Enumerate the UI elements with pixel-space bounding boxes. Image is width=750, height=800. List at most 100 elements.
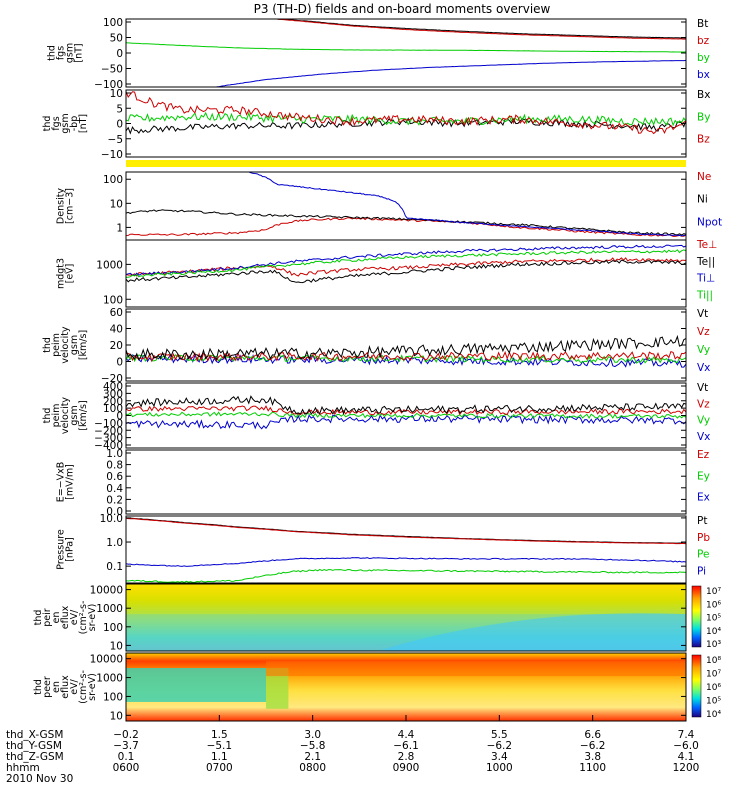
x-date-label: 2010 Nov 30 [6,773,73,785]
panel-density: 100 10 1 Density[cm−3] Ne Ni Npot [56,171,722,241]
y-tick-label: −200 [94,425,123,437]
y-tick-label: 0.6 [106,471,123,483]
colorbar-tick-label: 10⁷ [706,670,721,680]
legend-Ez: Ez [697,449,710,461]
y-axis-label: velocity [60,326,71,364]
x-row-value: 4.4 [398,729,415,741]
y-tick-label: −300 [94,433,123,445]
colorbar-tick-label: 10⁵ [706,614,721,624]
x-row-value: 3.8 [584,751,601,763]
legend-Pb: Pb [697,532,710,544]
series-line-Pi [126,557,686,567]
y-tick-label: −20 [101,373,123,385]
y-tick-label: 10 [110,710,123,722]
series-line-Te⊥ [126,257,686,277]
series-line-Bt [277,19,686,39]
colorbar-tick-label: 10⁶ [706,600,721,610]
x-row-label: thd_Z-GSM [6,751,64,763]
colorbar-tick-label: 10⁶ [706,683,721,693]
y-axis-label: eV/ [69,678,80,694]
y-axis-label: peim [51,333,62,357]
legend-Bt: Bt [697,18,708,30]
legend-Vt: Vt [697,308,708,320]
legend-Vz: Vz [697,398,710,410]
y-axis-label: [nT] [74,43,85,62]
panel-frame [125,171,687,241]
y-tick-label: 10 [110,640,123,652]
y-axis-label: gsm [69,405,80,425]
series-line-Vz [126,350,686,363]
y-axis-label: [mV/m] [65,464,76,500]
legend-Te||: Te|| [696,256,715,268]
x-row-value: 1.5 [211,729,228,741]
y-axis-label: gsm [65,43,76,63]
y-axis-label: E=−VxB [56,462,67,503]
y-tick-label: 0 [116,411,123,423]
y-tick-label: 100 [103,622,123,634]
y-tick-label: 0.1 [106,561,123,573]
y-tick-label: 10 [110,198,123,210]
x-row-value: 6.6 [584,729,601,741]
panel-peir-energy-flux: 10⁷ 10⁶ 10⁵ 10⁴ 10³ 10000 1000 100 10 thdpeirenef… [33,583,721,652]
panel-frame [125,239,687,308]
x-row-value: −6.2 [580,740,606,752]
colorbar-tick-label: 10⁴ [706,710,721,720]
y-axis-label: thd [33,679,44,695]
x-row-value: −6.0 [673,740,699,752]
y-axis-label: thd [42,408,53,424]
series-line-Ni [126,209,686,236]
spectrogram-transition [266,667,289,709]
legend-Ti⊥: Ti⊥ [696,273,715,285]
y-axis-label: en [51,612,62,624]
x-row-value: 2.1 [304,751,321,763]
legend-Pt: Pt [697,515,707,527]
y-tick-label: 10000 [90,585,123,597]
series-line-Vx [126,413,686,430]
legend-Vy: Vy [697,415,710,427]
colorbar-tick-label: 10⁴ [706,627,721,637]
y-tick-label: 200 [103,396,123,408]
y-tick-label: 60 [110,307,123,319]
colorbar [691,585,702,648]
legend-Pe: Pe [697,549,709,561]
series-line-Ti|| [126,249,686,278]
y-tick-label: 300 [103,388,123,400]
y-axis-label: (cm²-s- [78,670,89,704]
legend-Ti||: Ti|| [696,289,713,301]
y-axis-label: eflux [60,675,71,699]
y-tick-label: 100 [103,294,123,306]
series-line-by [126,42,686,53]
y-tick-label: −100 [94,418,123,430]
y-axis-label: eV/ [69,609,80,625]
x-row-value: 0700 [206,762,233,774]
y-tick-label: −10 [101,149,123,161]
y-tick-label: 10 [110,88,123,100]
panel-frame [125,515,687,584]
spectrogram-hot-band [266,661,686,677]
y-axis-label: [km/s] [78,330,89,360]
series-line-Te|| [126,259,686,284]
series-line-Pt [126,517,686,544]
y-axis-label: fgs [51,116,62,130]
y-axis-label: [nT] [78,114,89,133]
panel-temperature: 1000 100 mdgt3[eV] Te⊥ Te|| Ti⊥ Ti|| [56,239,717,308]
series-line-Npot [249,172,686,237]
series-line-bx [215,59,686,87]
x-row-value: −6.1 [393,740,419,752]
series-line-By [126,111,686,127]
legend-Vx: Vx [697,362,710,374]
series-line-Ne [126,217,686,237]
legend-Ey: Ey [697,470,710,482]
legend-Ex: Ex [697,492,710,504]
colorbar-tick-label: 10⁷ [706,587,721,597]
panel-frame [125,583,687,652]
y-axis-label: peim [51,404,62,428]
y-axis-label: peer [42,676,53,698]
x-row-value: −5.1 [207,740,233,752]
y-axis-label: thd [33,610,44,626]
y-axis-label: gsm [60,113,71,133]
